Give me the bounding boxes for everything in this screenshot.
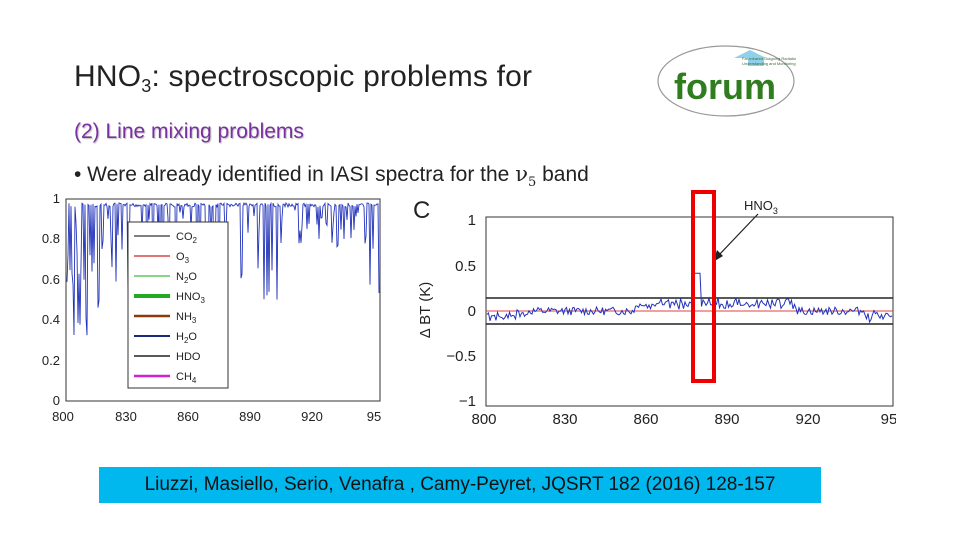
left-xtick-label: 860: [177, 409, 199, 424]
legend-box: [127, 221, 229, 389]
forum-logo: Far-infrared Outgoing Radiation Understa…: [657, 45, 796, 117]
svg-text:Far-infrared Outgoing Radiatio: Far-infrared Outgoing Radiation: [742, 56, 796, 61]
right-xtick-label: 800: [471, 411, 496, 428]
left-ytick-label: 0.8: [42, 231, 60, 246]
right-xtick-label: 890: [714, 411, 739, 428]
right-chart: C Δ BT (K) 1 0.5 0 −0.5 −1 800 830 860 8…: [413, 197, 896, 428]
transmittance-series: [66, 201, 380, 336]
legend-item-h2o: H2O: [134, 331, 197, 345]
left-ytick-label: 0.2: [42, 353, 60, 368]
slide-title: HNO3: spectroscopic problems for: [74, 60, 533, 96]
svg-text:CO2: CO2: [176, 231, 198, 245]
right-xtick-label: 830: [552, 411, 577, 428]
legend-item-n2o: N2O: [134, 271, 197, 285]
left-xtick-label: 920: [301, 409, 323, 424]
reference-citation: Liuzzi, Masiello, Serio, Venafra , Camy-…: [99, 467, 821, 503]
right-xtick-label: 860: [633, 411, 658, 428]
legend-item-hdo: HDO: [134, 351, 201, 363]
legend-item-nh3: NH3: [134, 311, 197, 325]
left-chart: 1 0.8 0.6 0.4 0.2 0 800 830 860 890 920 …: [42, 191, 381, 424]
right-ytick-label: −1: [459, 393, 476, 410]
svg-text:HDO: HDO: [176, 351, 201, 363]
left-xtick-label: 95: [367, 409, 381, 424]
right-ytick-label: 0.5: [455, 258, 476, 275]
right-y-axis-label: Δ BT (K): [417, 282, 434, 338]
bullet-text: • Were already identified in IASI spectr…: [74, 162, 589, 191]
svg-text:NH3: NH3: [176, 311, 197, 325]
panel-label: C: [413, 197, 430, 224]
left-ytick-label: 1: [53, 191, 60, 206]
right-ytick-label: −0.5: [446, 348, 476, 365]
svg-text:H2O: H2O: [176, 331, 197, 345]
hno3-highlight-box: [691, 190, 716, 383]
legend-item-co2: CO2: [134, 231, 198, 245]
subtitle: (2) Line mixing problems: [74, 120, 304, 143]
logo-text: forum: [674, 66, 776, 107]
annotation-arrow: [717, 213, 759, 257]
left-ytick-label: 0: [53, 393, 60, 408]
right-ytick-label: 1: [468, 212, 476, 229]
left-xtick-label: 830: [115, 409, 137, 424]
left-xtick-label: 890: [239, 409, 261, 424]
right-xtick-label: 95: [881, 411, 896, 428]
svg-text:Understanding and Monitoring: Understanding and Monitoring: [742, 61, 796, 66]
svg-text:HNO3: HNO3: [176, 291, 205, 305]
legend-item-hno3: HNO3: [134, 291, 205, 305]
svg-text:N2O: N2O: [176, 271, 197, 285]
left-xtick-label: 800: [52, 409, 74, 424]
left-ytick-label: 0.4: [42, 312, 60, 327]
left-ytick-label: 0.6: [42, 272, 60, 287]
svg-text:CH4: CH4: [176, 371, 197, 385]
hno3-annotation: HNO3: [744, 198, 778, 216]
right-xtick-label: 920: [795, 411, 820, 428]
legend-item-ch4: CH4: [134, 371, 197, 385]
right-ytick-label: 0: [468, 303, 476, 320]
bt-difference-series: [486, 272, 893, 324]
